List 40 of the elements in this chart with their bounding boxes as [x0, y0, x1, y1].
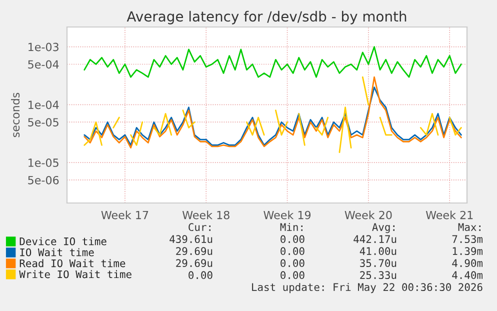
text: 0.00 [280, 271, 304, 280]
text: Last update: Fri May 22 00:36:30 2026 [252, 282, 482, 294]
y-tick-label: 1e-04 [28, 100, 59, 110]
y-tick-label: 5e-04 [28, 60, 59, 69]
y-tick-label: 5e-05 [28, 118, 58, 126]
text: 442.17u [354, 235, 396, 244]
x-tick-label: Week 20 [344, 210, 392, 220]
text: 439.61u [170, 235, 212, 244]
legend-label: Device IO time [20, 237, 106, 246]
text: 1.39m [452, 247, 483, 256]
text: 29.69u [176, 259, 212, 268]
text: Max: [458, 223, 480, 232]
y-axis-title: seconds [11, 92, 20, 138]
line-series [84, 86, 462, 146]
text: 0.00 [280, 235, 304, 244]
x-tick-label: Week 19 [264, 210, 311, 220]
text: 29.69u [176, 247, 212, 256]
line-series [84, 46, 462, 78]
text: 35.70u [360, 259, 396, 268]
y-tick-label: 5e-06 [28, 176, 59, 184]
chart-title: Average latency for /dev/sdb - by month [126, 10, 406, 24]
text: 0.00 [280, 247, 304, 256]
text: 41.00u [360, 247, 396, 256]
text: 0.00 [280, 259, 304, 268]
x-tick-label: Week 21 [426, 210, 473, 220]
x-tick-label: Week 18 [182, 210, 230, 220]
text: Min: [280, 222, 302, 231]
text: 0.00 [188, 271, 212, 280]
text: 4.90m [452, 259, 483, 268]
legend-label: Write IO Wait time [19, 270, 132, 278]
text: 4.40m [452, 271, 483, 280]
text: 25.33u [360, 271, 396, 280]
text: 7.53m [452, 235, 483, 244]
y-tick-label: 1e-05 [28, 158, 58, 167]
x-tick-label: Week 17 [101, 210, 148, 220]
legend-label: IO Wait time [20, 248, 94, 256]
text: Avg: [372, 223, 394, 234]
legend-label: Read IO Wait time [20, 259, 126, 268]
y-tick-label: 1e-03 [28, 42, 58, 52]
text: Cur: [188, 223, 210, 232]
